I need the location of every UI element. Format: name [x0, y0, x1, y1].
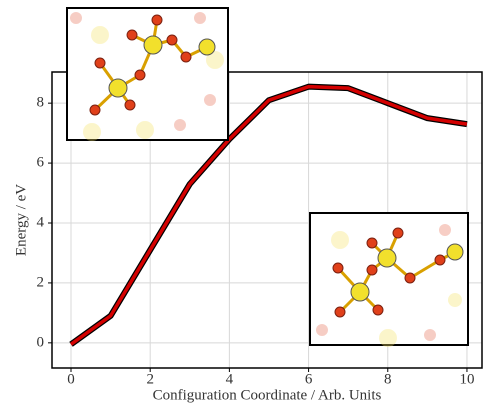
chart: 0 2 4 6 8 10 0 2 4 6 8 Configuration Coordinate / …: [0, 0, 485, 409]
y-tick-label: 6: [37, 155, 45, 171]
y-tick-label: 0: [37, 334, 45, 350]
x-axis-label: Configuration Coordinate / Arb. Units: [153, 387, 382, 403]
x-tick-label: 0: [67, 371, 75, 387]
x-tick-label: 2: [146, 371, 154, 387]
inset-top: [67, 8, 228, 141]
x-tick-label: 4: [226, 371, 234, 387]
y-tick-label: 8: [37, 95, 45, 111]
x-tick-label: 6: [305, 371, 313, 387]
y-axis-label: Energy / eV: [13, 184, 29, 256]
x-tick-label: 10: [459, 371, 474, 387]
y-tick-label: 2: [37, 274, 45, 290]
inset-bottom: [310, 213, 468, 347]
x-tick-label: 8: [384, 371, 392, 387]
y-tick-label: 4: [37, 214, 45, 230]
